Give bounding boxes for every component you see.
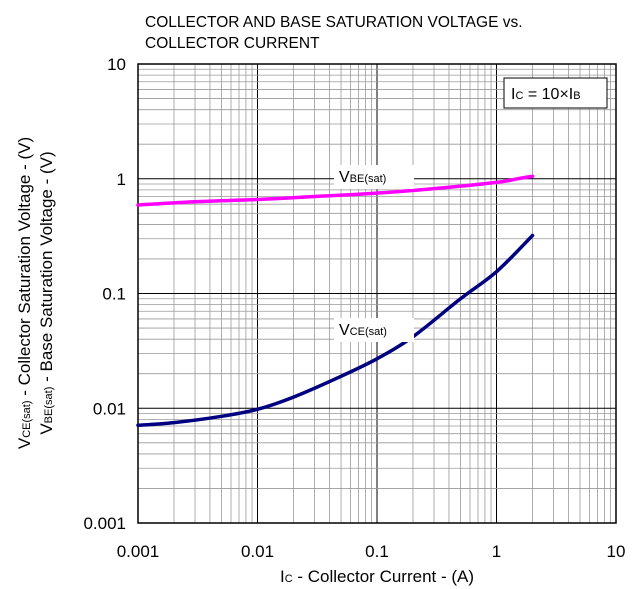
y-tick-label: 0.1 <box>102 285 126 304</box>
chart-title-line-1: COLLECTOR AND BASE SATURATION VOLTAGE vs… <box>145 14 523 31</box>
grid <box>137 64 616 524</box>
series-line-vbe-sat <box>136 174 535 207</box>
y-axis-label-line-2: VBE(sat) - Base Saturation Voltage - (V) <box>37 151 56 434</box>
y-axis-label-line-1: VCE(sat) - Collector Saturation Voltage … <box>15 137 34 449</box>
y-tick-label: 0.01 <box>93 399 126 418</box>
svg-text:VBE(sat): VBE(sat) <box>339 169 386 186</box>
y-tick-label: 10 <box>107 55 126 74</box>
y-tick-label: 1 <box>117 170 126 189</box>
x-tick-label: 0.1 <box>365 542 389 561</box>
series-line-vce-sat <box>136 233 535 428</box>
y-tick-labels: 10 1 0.1 0.01 0.001 <box>83 55 126 533</box>
plot-frame <box>137 63 617 524</box>
series-label-vbe: VBE(sat) <box>334 165 414 189</box>
x-axis-label: IC - Collector Current - (A) <box>280 567 474 586</box>
x-tick-label: 0.01 <box>241 542 274 561</box>
x-tick-labels: 0.001 0.01 0.1 1 10 <box>117 542 626 561</box>
legend-box <box>503 77 608 109</box>
series-layer <box>136 174 535 428</box>
chart-title-line-2: COLLECTOR CURRENT <box>145 35 320 52</box>
legend: IC = 10×IB <box>503 77 608 109</box>
svg-text:VCE(sat): VCE(sat) <box>339 322 387 339</box>
x-tick-label: 0.001 <box>117 542 160 561</box>
x-tick-label: 1 <box>492 542 501 561</box>
legend-text: IC = 10×IB <box>511 86 581 103</box>
y-tick-label: 0.001 <box>83 514 126 533</box>
x-tick-label: 10 <box>607 542 626 561</box>
series-label-vce: VCE(sat) <box>334 318 414 342</box>
